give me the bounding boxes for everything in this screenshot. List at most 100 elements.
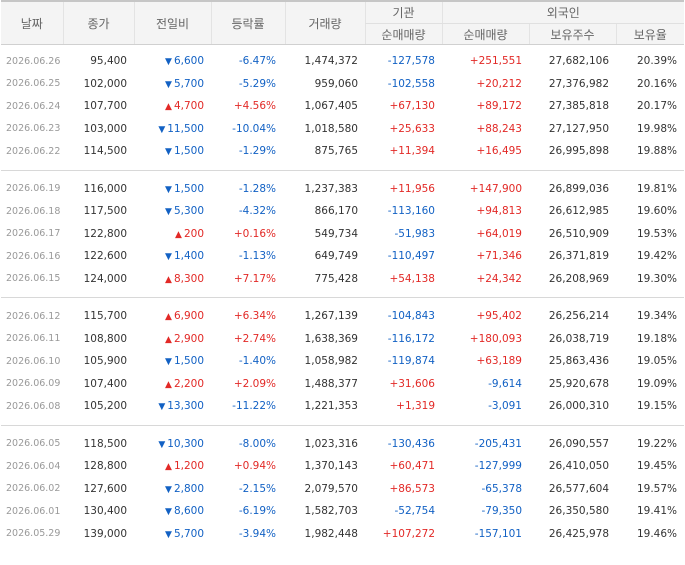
table-row: 2026.06.16 122,600 ▼ 1,400 -1.13% 649,749 -110…	[1, 245, 684, 268]
cell-shares: 27,682,106	[548, 55, 609, 68]
cell-inst-net: -127,578	[387, 55, 435, 68]
cell-volume: 1,237,383	[304, 182, 358, 195]
cell-change: ▲ 6,900	[134, 305, 211, 328]
table-row: 2026.06.25 102,000 ▼ 5,700 -5.29% 959,060 -102…	[1, 73, 684, 96]
cell-rate: +0.16%	[233, 227, 276, 240]
cell-change: ▲ 2,900	[134, 328, 211, 351]
cell-close: 128,800	[83, 460, 127, 473]
cell-rate: +7.17%	[233, 272, 276, 285]
cell-close: 95,400	[90, 55, 127, 68]
col-header-volume: 거래량	[284, 0, 365, 45]
cell-ratio: 19.57%	[636, 482, 678, 495]
cell-change: ▼ 8,600	[134, 500, 211, 523]
cell-rate: +0.94%	[233, 460, 276, 473]
arrow-down-icon: ▼	[158, 439, 166, 450]
col-header-ratio: 보유율	[615, 23, 685, 45]
cell-inst-net: +107,272	[382, 527, 435, 540]
cell-change: ▲ 2,200	[134, 373, 211, 396]
cell-volume: 1,488,377	[304, 377, 358, 390]
cell-change: ▼ 10,300	[134, 433, 211, 456]
table-row: 2026.06.26 95,400 ▼ 6,600 -6.47% 1,474,372 -12…	[1, 50, 684, 73]
cell-shares: 25,920,678	[548, 377, 609, 390]
cell-inst-net: -116,172	[387, 332, 435, 345]
arrow-down-icon: ▼	[165, 252, 172, 263]
change-value: 8,600	[173, 505, 204, 518]
col-header-inst-net: 순매매량	[364, 23, 442, 45]
cell-ratio: 19.09%	[636, 377, 678, 390]
cell-change: ▲ 1,200	[134, 455, 211, 478]
cell-change: ▼ 5,700	[134, 73, 211, 96]
cell-foreign-net: +24,342	[476, 272, 522, 285]
cell-date: 2026.05.29	[6, 528, 61, 540]
cell-volume: 775,428	[314, 272, 358, 285]
cell-foreign-net: +64,019	[476, 227, 522, 240]
cell-volume: 875,765	[314, 145, 358, 158]
change-value: 6,600	[173, 55, 204, 68]
change-value: 1,200	[173, 460, 204, 473]
cell-ratio: 19.60%	[636, 205, 678, 218]
cell-close: 105,900	[83, 355, 127, 368]
cell-shares: 27,385,818	[548, 100, 609, 113]
arrow-up-icon: ▲	[165, 312, 172, 323]
cell-inst-net: +1,319	[396, 400, 435, 413]
table-row: 2026.06.17 122,800 ▲ 200 +0.16% 549,734 -51,98…	[1, 223, 684, 246]
cell-volume: 1,582,703	[304, 505, 358, 518]
cell-shares: 26,208,969	[548, 272, 609, 285]
table-row: 2026.06.11 108,800 ▲ 2,900 +2.74% 1,638,369 -1…	[1, 328, 684, 351]
cell-rate: -6.47%	[238, 55, 276, 68]
cell-date: 2026.06.23	[6, 123, 61, 135]
arrow-up-icon: ▲	[165, 379, 172, 390]
cell-change: ▼ 1,500	[134, 178, 211, 201]
arrow-down-icon: ▼	[158, 124, 166, 135]
change-value: 5,700	[173, 77, 204, 90]
arrow-down-icon: ▼	[165, 147, 172, 158]
cell-shares: 27,376,982	[548, 77, 609, 90]
cell-change: ▲ 200	[134, 223, 211, 246]
cell-volume: 2,079,570	[304, 482, 358, 495]
cell-close: 124,000	[83, 272, 127, 285]
col-header-rate: 등락률	[210, 0, 285, 45]
cell-ratio: 19.15%	[636, 400, 678, 413]
cell-change: ▼ 11,500	[134, 118, 211, 141]
cell-shares: 26,612,985	[548, 205, 609, 218]
cell-ratio: 19.53%	[636, 227, 678, 240]
cell-rate: +6.34%	[233, 310, 276, 323]
cell-ratio: 19.88%	[636, 145, 678, 158]
cell-volume: 1,370,143	[304, 460, 358, 473]
cell-rate: +4.56%	[233, 100, 276, 113]
cell-date: 2026.06.19	[6, 183, 61, 195]
cell-inst-net: +60,471	[389, 460, 435, 473]
cell-close: 127,600	[83, 482, 127, 495]
cell-rate: +2.09%	[233, 377, 276, 390]
table-row: 2026.06.12 115,700 ▲ 6,900 +6.34% 1,267,139 -1…	[1, 305, 684, 328]
table-row: 2026.06.02 127,600 ▼ 2,800 -2.15% 2,079,570 +8…	[1, 478, 684, 501]
cell-ratio: 20.39%	[636, 55, 678, 68]
change-value: 200	[183, 227, 204, 240]
cell-ratio: 19.34%	[636, 310, 678, 323]
cell-date: 2026.06.25	[6, 78, 61, 90]
cell-change: ▼ 5,300	[134, 200, 211, 223]
cell-foreign-net: -9,614	[488, 377, 522, 390]
cell-volume: 549,734	[314, 227, 358, 240]
cell-rate: -4.32%	[238, 205, 276, 218]
change-value: 10,300	[167, 437, 204, 450]
col-group-institution: 기관	[364, 0, 442, 24]
arrow-down-icon: ▼	[165, 184, 172, 195]
arrow-down-icon: ▼	[165, 57, 172, 68]
cell-shares: 26,371,819	[548, 250, 609, 263]
cell-ratio: 19.81%	[636, 182, 678, 195]
cell-rate: -8.00%	[238, 437, 276, 450]
cell-ratio: 19.30%	[636, 272, 678, 285]
table-row: 2026.06.22 114,500 ▼ 1,500 -1.29% 875,765 +11,…	[1, 140, 684, 163]
cell-ratio: 19.98%	[636, 122, 678, 135]
cell-date: 2026.06.02	[6, 483, 61, 495]
table-row: 2026.06.19 116,000 ▼ 1,500 -1.28% 1,237,383 +1…	[1, 178, 684, 201]
cell-ratio: 19.05%	[636, 355, 678, 368]
cell-close: 108,800	[83, 332, 127, 345]
cell-inst-net: -102,558	[387, 77, 435, 90]
cell-inst-net: -113,160	[387, 205, 435, 218]
cell-shares: 26,899,036	[548, 182, 609, 195]
arrow-up-icon: ▲	[165, 274, 172, 285]
table-row: 2026.06.23 103,000 ▼ 11,500 -10.04% 1,018,580…	[1, 118, 684, 141]
cell-close: 117,500	[83, 205, 127, 218]
